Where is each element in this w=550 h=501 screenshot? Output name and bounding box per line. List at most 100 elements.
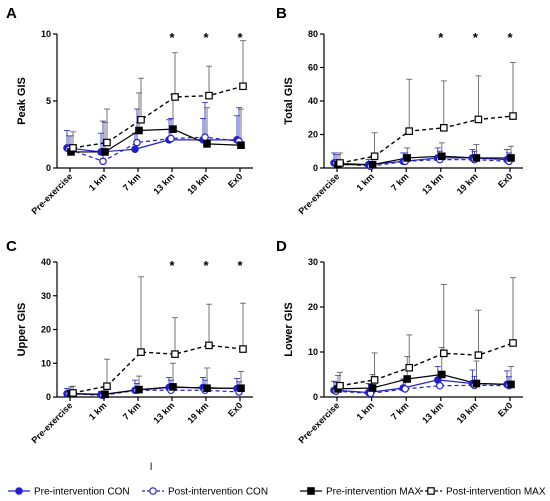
series-line xyxy=(335,159,510,167)
y-tick-label: 40 xyxy=(308,96,318,106)
data-point xyxy=(169,383,177,391)
series-line xyxy=(335,384,510,395)
data-point xyxy=(137,115,145,124)
data-point xyxy=(167,134,175,143)
data-point xyxy=(103,382,111,391)
legend-entry: Post-intervention MAX xyxy=(420,487,546,498)
data-point xyxy=(137,348,145,356)
legend-marker xyxy=(15,487,23,495)
y-tick-label: 0 xyxy=(46,163,51,173)
legend-label: Post-intervention CON xyxy=(168,487,268,498)
panel-letter: A xyxy=(6,5,17,22)
data-point xyxy=(131,145,139,154)
significance-star: * xyxy=(203,258,209,273)
data-point xyxy=(403,375,412,383)
data-point xyxy=(171,350,179,358)
data-point xyxy=(438,152,446,161)
significance-star: * xyxy=(169,258,175,273)
data-point xyxy=(239,82,247,91)
legend-marker xyxy=(427,487,435,495)
series-line xyxy=(339,342,514,387)
y-tick-label: 10 xyxy=(41,358,51,368)
chart-panels: A Peak GIS 0 5 10 Pre-exercise 1 km 7 km 13 km 19… xyxy=(6,5,523,445)
data-point xyxy=(103,138,111,147)
x-tick-label: 19 km xyxy=(185,171,210,196)
x-tick-label: 19 km xyxy=(185,400,210,425)
y-tick-label: 0 xyxy=(46,392,51,402)
data-point xyxy=(405,127,414,135)
y-tick-label: 30 xyxy=(41,291,51,301)
x-tick-label: 7 km xyxy=(389,400,411,422)
x-tick-label: 1 km xyxy=(354,171,376,193)
x-tick-label: 7 km xyxy=(121,171,143,193)
x-tick-label: 7 km xyxy=(121,400,143,422)
data-point xyxy=(509,112,517,120)
data-point xyxy=(370,152,379,161)
significance-star: * xyxy=(473,30,479,45)
x-tick-label: Ex0 xyxy=(496,400,514,418)
legend-entry: Pre-intervention CON xyxy=(8,487,130,498)
data-point xyxy=(368,384,377,392)
series-line xyxy=(337,373,512,390)
data-point xyxy=(203,140,211,148)
y-tick-label: 80 xyxy=(308,29,318,39)
data-point xyxy=(336,381,344,390)
series-line xyxy=(66,139,237,153)
y-tick-label: 10 xyxy=(41,29,51,39)
panel-c: C Upper GIS 0 10 20 30 40 Pre-exercise 1 km 7 km 1… xyxy=(6,238,253,445)
x-tick-label: 19 km xyxy=(455,400,480,425)
y-axis-label: Peak GIS xyxy=(16,77,28,125)
legend-marker xyxy=(149,487,157,495)
x-tick-label: Ex0 xyxy=(226,400,244,418)
data-point xyxy=(336,159,344,167)
data-point xyxy=(201,133,209,141)
data-point xyxy=(171,93,179,101)
x-tick-label: Pre-exercise xyxy=(29,171,74,216)
data-point xyxy=(401,385,410,393)
x-tick-label: 19 km xyxy=(455,171,480,196)
y-tick-label: 0 xyxy=(313,163,318,173)
y-tick-label: 10 xyxy=(308,347,318,357)
series-line xyxy=(339,115,514,164)
data-point xyxy=(368,160,377,169)
y-tick-label: 30 xyxy=(308,257,318,267)
panel-letter: B xyxy=(276,5,287,22)
data-point xyxy=(101,148,109,156)
series-line xyxy=(333,379,508,394)
x-tick-label: 1 km xyxy=(354,400,376,422)
legend-label: Post-intervention MAX xyxy=(446,487,546,498)
data-point xyxy=(440,349,448,358)
x-tick-label: 13 km xyxy=(151,400,176,425)
data-point xyxy=(474,115,483,124)
y-tick-label: 5 xyxy=(46,96,51,106)
data-point xyxy=(405,363,414,372)
x-tick-label: 13 km xyxy=(420,400,445,425)
data-point xyxy=(435,381,444,390)
x-tick-label: 7 km xyxy=(389,171,411,193)
significance-star: * xyxy=(237,258,243,273)
significance-star: * xyxy=(438,30,444,45)
data-point xyxy=(472,154,481,162)
data-point xyxy=(438,370,446,379)
series-line xyxy=(72,344,244,394)
significance-star: * xyxy=(203,30,209,45)
panel-b: B Total GIS 0 20 40 60 80 Pre-exercise 1 km 7 km 1… xyxy=(276,5,523,216)
y-axis-label: Total GIS xyxy=(283,77,295,124)
panel-letter: C xyxy=(6,238,17,255)
y-tick-label: 60 xyxy=(308,63,318,73)
x-tick-label: Ex0 xyxy=(496,171,514,189)
data-point xyxy=(169,125,177,133)
stray-mark: l xyxy=(150,462,152,473)
panel-d: D Lower GIS 0 10 20 30 Pre-exercise 1 km 7 km 13 … xyxy=(276,238,523,445)
data-point xyxy=(135,385,143,394)
data-point xyxy=(69,389,77,397)
panel-letter: D xyxy=(276,238,287,255)
data-point xyxy=(474,351,483,359)
data-point xyxy=(507,380,515,389)
data-point xyxy=(133,138,141,147)
x-tick-label: Pre-exercise xyxy=(296,171,341,216)
data-point xyxy=(101,390,109,399)
data-point xyxy=(507,154,515,162)
series-line xyxy=(68,136,240,162)
